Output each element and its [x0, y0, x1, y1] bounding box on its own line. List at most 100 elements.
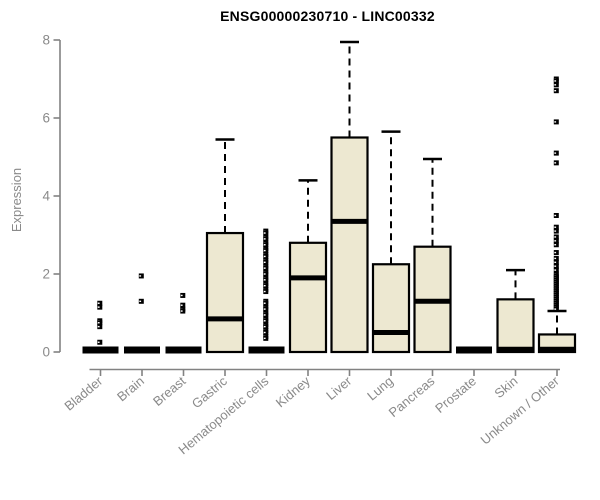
outlier-point-center	[263, 238, 266, 240]
outlier-point	[263, 306, 269, 312]
outlier-point	[553, 160, 559, 166]
collapsed-box	[82, 346, 119, 354]
outlier-point-center	[554, 152, 557, 154]
outlier-point-center	[263, 285, 266, 287]
outlier-point-center	[180, 294, 183, 297]
outlier-point-center	[554, 162, 557, 164]
box	[205, 231, 245, 354]
outlier-point	[138, 298, 144, 304]
outlier-point	[553, 234, 559, 240]
outlier-point-center	[263, 261, 266, 263]
y-tick-label: 4	[42, 189, 50, 204]
outlier-point	[553, 259, 559, 265]
chart-title: ENSG00000230710 - LINC00332	[220, 8, 435, 24]
x-category-label: Unknown / Other	[478, 373, 563, 448]
box	[496, 298, 535, 354]
outlier-point-center	[263, 279, 266, 281]
outlier-point-center	[97, 341, 100, 343]
outlier-point	[553, 150, 559, 156]
outlier-point-center	[554, 261, 557, 263]
outlier-point-center	[263, 232, 266, 234]
outlier-point	[553, 213, 559, 218]
outlier-point-center	[554, 269, 557, 271]
collapsed-box	[456, 346, 492, 354]
outlier-point	[263, 271, 269, 277]
y-tick-label: 8	[42, 33, 50, 48]
outlier-point-center	[263, 302, 266, 304]
outlier-point	[97, 339, 103, 345]
outlier-point	[263, 324, 269, 330]
outlier-point	[263, 236, 269, 242]
outlier-point	[263, 259, 269, 265]
outlier-point-center	[263, 325, 266, 328]
outlier-point-center	[554, 236, 557, 238]
outlier-point-center	[97, 325, 100, 328]
outlier-point-center	[554, 265, 557, 267]
collapsed-box	[124, 346, 160, 354]
outlier-point	[553, 224, 559, 230]
outlier-point-center	[554, 90, 557, 92]
outlier-point	[97, 304, 103, 310]
x-category-label: Skin	[491, 373, 520, 401]
outlier-point	[553, 78, 559, 84]
outlier-point-center	[554, 214, 557, 217]
y-tick-label: 0	[42, 345, 50, 360]
outlier-point	[263, 283, 269, 289]
outlier-point-center	[554, 308, 557, 310]
outlier-point	[263, 265, 269, 271]
outlier-point-center	[263, 308, 266, 310]
outlier-point-center	[554, 80, 557, 82]
outlier-point	[180, 292, 186, 298]
box	[330, 136, 369, 354]
x-category-label: Liver	[323, 373, 355, 403]
outlier-point-center	[180, 310, 183, 312]
x-category-label: Pancreas	[386, 373, 438, 420]
outlier-point	[263, 318, 269, 324]
outlier-point	[553, 267, 559, 273]
outlier-point-center	[554, 121, 557, 123]
outlier-point	[263, 300, 269, 306]
collapsed-box	[248, 346, 285, 354]
outlier-point-center	[554, 257, 557, 260]
outlier-point-center	[263, 267, 266, 269]
outlier-point-center	[97, 322, 100, 324]
outlier-point	[553, 228, 559, 234]
outlier-point-center	[554, 84, 557, 86]
outlier-point	[263, 230, 269, 236]
x-category-label: Kidney	[273, 373, 313, 410]
outlier-point	[553, 263, 559, 269]
outlier-point	[553, 255, 559, 261]
box	[371, 263, 411, 354]
outlier-point	[180, 308, 186, 314]
x-category-label: Breast	[150, 373, 189, 409]
outlier-point	[553, 242, 559, 248]
outlier-point-center	[139, 300, 142, 302]
outlier-point	[263, 312, 269, 318]
y-tick-label: 6	[42, 111, 50, 126]
collapsed-box	[165, 346, 202, 354]
outlier-point	[263, 335, 269, 341]
outlier-point-center	[263, 244, 266, 246]
outlier-point-center	[180, 304, 183, 306]
box	[288, 241, 328, 354]
outlier-point	[97, 324, 103, 330]
outlier-point	[263, 253, 269, 259]
outlier-point-center	[554, 226, 557, 228]
outlier-point-center	[263, 255, 266, 258]
outlier-point	[263, 277, 269, 283]
outlier-point	[97, 300, 103, 306]
outlier-point	[263, 330, 269, 335]
outlier-point-center	[97, 306, 100, 308]
y-tick-label: 2	[42, 267, 50, 282]
outlier-point	[553, 306, 559, 312]
outlier-point	[97, 320, 103, 326]
outlier-point	[263, 289, 269, 295]
outlier-point-center	[139, 275, 142, 277]
outlier-point	[180, 302, 186, 308]
outlier-point-center	[263, 290, 266, 293]
outlier-point	[553, 82, 559, 88]
outlier-point-center	[554, 251, 557, 254]
outlier-point-center	[554, 244, 557, 246]
